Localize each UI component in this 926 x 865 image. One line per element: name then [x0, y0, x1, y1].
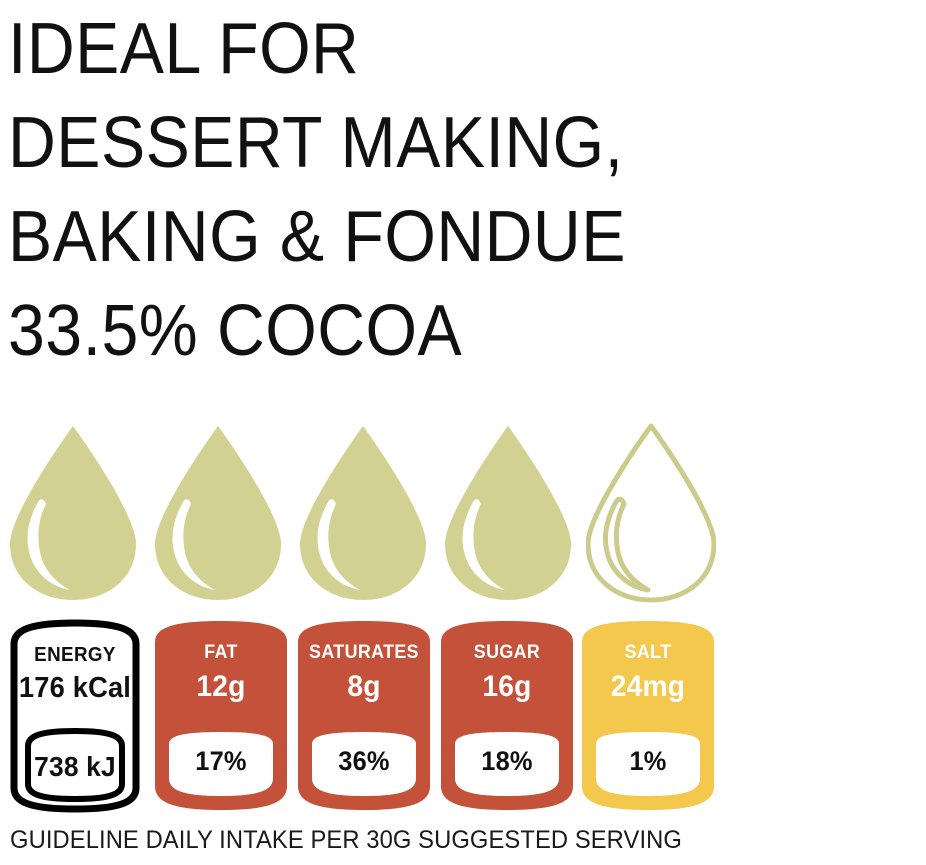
- nutrition-capsule-energy: ENERGY 176 kCal 738 kJ: [6, 618, 144, 814]
- droplet-icon-3: [298, 420, 428, 606]
- droplet-icon-5-empty: [586, 420, 716, 606]
- nutrition-capsule-sugar: SUGAR 16g 18%: [438, 618, 576, 814]
- headline-line-2: DESSERT MAKING,: [8, 103, 624, 183]
- nutrition-panel: ENERGY 176 kCal 738 kJ FAT 12g 17% SATUR…: [0, 618, 926, 818]
- serving-note: GUIDELINE DAILY INTAKE PER 30G SUGGESTED…: [10, 826, 682, 854]
- nutrition-capsule-salt: SALT 24mg 1%: [579, 618, 717, 814]
- headline-line-1: IDEAL FOR: [8, 9, 360, 89]
- droplet-icon-2: [153, 420, 283, 606]
- nutrition-capsule-saturates: SATURATES 8g 36%: [295, 618, 433, 814]
- droplet-icon-1: [8, 420, 138, 606]
- droplet-icon-4: [443, 420, 573, 606]
- headline-line-3: BAKING & FONDUE: [8, 197, 626, 277]
- headline-line-4: 33.5% COCOA: [8, 291, 463, 371]
- droplet-rating: [0, 420, 926, 610]
- nutrition-capsule-fat: FAT 12g 17%: [152, 618, 290, 814]
- page-title: IDEAL FOR DESSERT MAKING, BAKING & FONDU…: [8, 2, 853, 378]
